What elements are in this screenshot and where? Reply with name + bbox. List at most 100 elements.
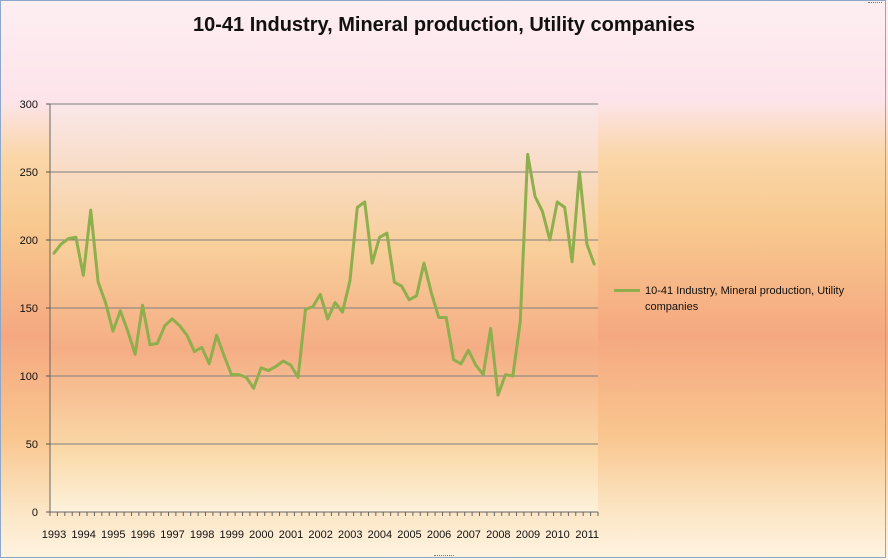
data-point (141, 304, 144, 307)
data-point (215, 334, 218, 337)
x-tick-label: 2003 (338, 529, 362, 541)
data-point (467, 348, 470, 352)
x-tick-label: 2010 (545, 529, 569, 541)
data-point (393, 280, 396, 284)
data-point (237, 373, 241, 376)
data-point (200, 346, 204, 349)
data-point (415, 294, 418, 297)
x-tick-label: 1998 (190, 529, 214, 541)
data-point (400, 285, 403, 288)
data-point (407, 298, 411, 302)
data-point (341, 310, 344, 314)
data-point (333, 301, 337, 304)
x-tick-label: 1997 (160, 529, 184, 541)
legend-entry-label: 10-41 Industry, Mineral production, Util… (645, 285, 845, 313)
data-point (282, 359, 285, 363)
data-point (526, 153, 529, 156)
x-tick-label: 2007 (456, 529, 480, 541)
data-point (348, 279, 352, 282)
data-point (74, 236, 78, 239)
data-point (444, 316, 448, 319)
x-tick-label: 1996 (131, 529, 155, 541)
data-point (482, 373, 485, 376)
x-tick-label: 1994 (71, 529, 95, 541)
data-point (519, 320, 522, 323)
data-point (163, 324, 166, 327)
series-line[interactable] (52, 152, 596, 397)
data-point (563, 206, 566, 209)
x-tick-label: 2006 (427, 529, 451, 541)
data-point (52, 252, 55, 255)
data-point (245, 376, 248, 379)
data-point (296, 376, 300, 379)
y-tick-label: 0 (32, 507, 38, 519)
data-point (96, 280, 100, 284)
x-tick-label: 1999 (219, 529, 243, 541)
data-point (422, 261, 426, 265)
y-tick-label: 300 (20, 99, 38, 111)
data-point (156, 342, 159, 345)
data-point (541, 210, 544, 213)
data-point (82, 274, 85, 277)
resize-handle-bottom[interactable] (434, 555, 454, 560)
data-point (459, 362, 463, 365)
data-point (274, 365, 278, 368)
x-tick-label: 2005 (397, 529, 421, 541)
data-point (230, 373, 233, 376)
data-point (496, 393, 500, 397)
data-point (437, 316, 440, 319)
y-tick-label: 200 (20, 235, 38, 247)
data-point (533, 195, 537, 198)
data-point (119, 309, 122, 312)
y-tick-label: 50 (26, 439, 38, 451)
x-tick-label: 2000 (249, 529, 273, 541)
data-point (111, 329, 115, 333)
data-point (504, 373, 507, 376)
y-tick-label: 250 (20, 167, 38, 179)
data-point (593, 263, 596, 266)
data-point (370, 261, 374, 265)
x-tick-label: 2001 (279, 529, 303, 541)
chart-title: 10-41 Industry, Mineral production, Util… (193, 14, 695, 36)
data-point (208, 362, 211, 365)
data-point (326, 317, 329, 321)
data-point (363, 200, 366, 204)
x-tick-label: 2002 (308, 529, 332, 541)
data-point (378, 236, 381, 239)
data-point (570, 260, 574, 263)
resize-handle-top-right[interactable] (868, 2, 882, 11)
data-point (319, 293, 322, 296)
data-point (126, 329, 129, 333)
data-point (556, 200, 559, 204)
legend[interactable]: 10-41 Industry, Mineral production, Util… (614, 283, 884, 315)
data-point (193, 350, 196, 353)
data-point (178, 324, 181, 327)
data-point (289, 363, 292, 367)
data-point (474, 363, 478, 367)
y-tick-label: 100 (20, 371, 38, 383)
data-point (104, 301, 107, 304)
legend-swatch (614, 289, 640, 292)
data-point (578, 170, 581, 174)
data-point (489, 327, 492, 330)
x-tick-label: 2009 (516, 529, 540, 541)
y-tick-label: 150 (20, 303, 38, 315)
x-tick-label: 2008 (486, 529, 510, 541)
data-point (148, 343, 152, 346)
data-point (548, 238, 552, 242)
data-point (585, 242, 589, 246)
data-point (430, 291, 433, 295)
data-point (170, 317, 174, 321)
x-tick-label: 2004 (368, 529, 392, 541)
data-point (267, 369, 270, 372)
data-point (133, 353, 137, 356)
x-tick-label: 2011 (575, 529, 599, 541)
data-point (259, 366, 263, 370)
data-point (452, 358, 455, 361)
data-point (311, 305, 315, 308)
x-tick-label: 1993 (42, 529, 66, 541)
data-point (67, 237, 70, 240)
x-tick-label: 1995 (101, 529, 125, 541)
